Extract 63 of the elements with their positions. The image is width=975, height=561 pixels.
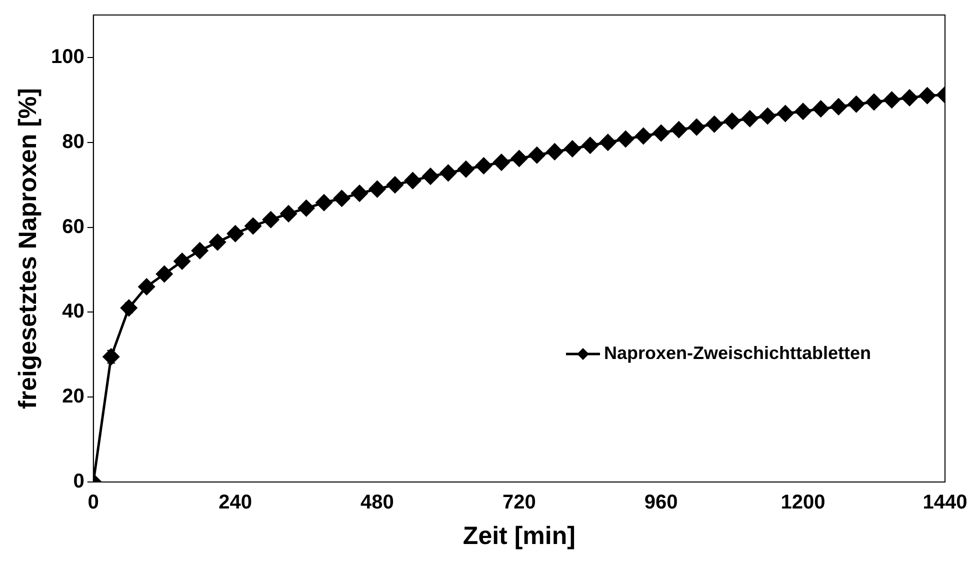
point [582, 137, 598, 154]
x-tick-label: 480 [360, 492, 394, 514]
point [404, 172, 421, 189]
point [688, 118, 705, 136]
point [848, 96, 865, 112]
point [830, 98, 847, 115]
point [244, 218, 262, 234]
point [351, 185, 368, 202]
point [528, 146, 546, 164]
point [386, 176, 404, 194]
point [812, 100, 830, 118]
point [652, 124, 670, 142]
x-tick-label: 1440 [922, 492, 968, 514]
point [298, 200, 315, 216]
point [706, 116, 723, 132]
point [546, 143, 563, 160]
point [617, 130, 634, 148]
x-axis-title: Zeit [min] [462, 522, 576, 550]
point [742, 110, 758, 127]
point [192, 242, 208, 259]
point [368, 180, 386, 198]
point [866, 94, 882, 110]
legend-label: Naproxen-Zweischichttabletten [604, 342, 872, 365]
point [759, 108, 776, 124]
y-axis-title: freigesetztes Naproxen [%] [14, 88, 42, 409]
point [334, 190, 350, 207]
point [120, 300, 138, 316]
y-tick-label: 40 [62, 300, 84, 323]
point [794, 103, 812, 120]
x-tick-label: 960 [644, 492, 678, 514]
point [564, 140, 581, 157]
x-tick-label: 720 [502, 492, 536, 514]
point [422, 168, 439, 185]
x-tick-label: 0 [88, 492, 99, 514]
point [777, 105, 794, 122]
point [102, 348, 120, 366]
point [919, 87, 936, 104]
point [209, 234, 226, 250]
point [227, 225, 244, 242]
point [635, 128, 652, 144]
point [262, 211, 280, 228]
x-tick-label: 1200 [780, 492, 826, 514]
x-tick-label: 240 [218, 492, 252, 514]
point [493, 154, 510, 171]
point [156, 266, 173, 282]
y-tick-label: 60 [62, 216, 84, 238]
point [458, 160, 474, 178]
point [510, 150, 528, 167]
point [724, 112, 740, 130]
y-tick-label: 80 [62, 130, 84, 153]
point [138, 278, 155, 295]
point [174, 252, 190, 270]
y-tick-label: 0 [73, 470, 84, 493]
point [901, 90, 918, 106]
y-tick-label: 100 [50, 46, 84, 68]
point [475, 157, 492, 174]
point [670, 121, 688, 138]
point [316, 194, 332, 211]
point [440, 164, 456, 182]
point [280, 205, 297, 222]
point [600, 134, 616, 151]
point [884, 92, 900, 108]
y-tick-label: 20 [62, 386, 84, 408]
